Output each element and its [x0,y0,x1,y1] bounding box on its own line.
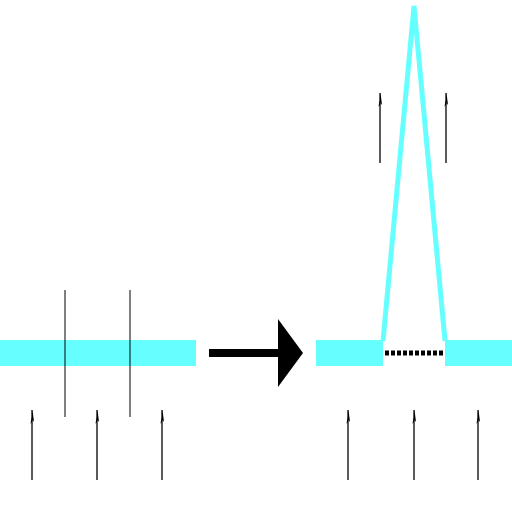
arrow [443,92,449,164]
arrow [411,409,417,481]
arrow [345,409,351,481]
arrow [475,409,481,481]
arrow [159,409,165,481]
band [0,340,196,366]
band [445,340,512,366]
arrow [94,409,100,481]
band [316,340,383,366]
arrow [377,92,383,164]
arrow [29,409,35,481]
spike [380,5,448,342]
transition-arrow-head [278,319,303,387]
